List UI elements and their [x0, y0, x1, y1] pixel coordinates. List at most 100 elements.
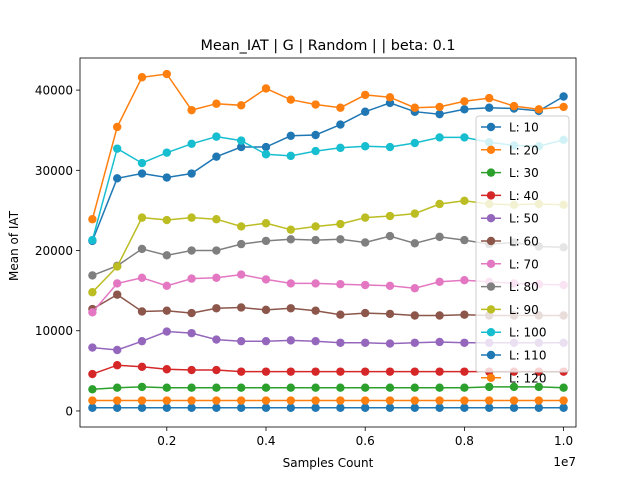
- data-point: [509, 403, 519, 412]
- data-point: [261, 403, 271, 412]
- data-point: [162, 173, 171, 182]
- data-point: [559, 396, 568, 405]
- data-point: [212, 335, 221, 344]
- data-point: [460, 310, 469, 319]
- legend: L: 10 L: 20 L: 30 L: 40 L: 50 L: 60 L: 70 L: 80…: [475, 115, 570, 385]
- data-point: [88, 403, 97, 412]
- data-point: [460, 338, 469, 347]
- y-tick-label: 10000: [35, 324, 73, 338]
- data-point: [336, 103, 345, 112]
- data-point: [361, 396, 370, 405]
- data-point: [485, 396, 494, 405]
- data-point: [361, 238, 370, 247]
- legend-marker: [486, 282, 496, 291]
- data-point: [286, 279, 295, 288]
- data-point: [410, 311, 419, 320]
- data-point: [137, 158, 147, 168]
- legend-label: L: 100: [509, 326, 546, 340]
- legend-marker: [486, 259, 496, 268]
- data-point: [212, 365, 221, 375]
- legend-label: L: 50: [509, 212, 539, 226]
- data-point: [261, 150, 271, 159]
- data-point: [162, 148, 171, 157]
- data-point: [311, 235, 320, 245]
- data-point: [460, 97, 469, 106]
- data-point: [361, 308, 370, 318]
- data-point: [336, 280, 345, 289]
- data-point: [162, 327, 171, 336]
- legend-label: L: 30: [509, 166, 539, 180]
- legend-label: L: 70: [509, 257, 539, 271]
- x-tick-label: 0.2: [157, 434, 176, 448]
- data-point: [187, 213, 196, 222]
- series-3: [88, 382, 568, 394]
- x-tick-label: 0.4: [256, 434, 275, 448]
- legend-marker: [486, 122, 496, 132]
- data-point: [361, 403, 370, 412]
- x-tick-label: 0.8: [455, 434, 474, 448]
- data-point: [435, 337, 444, 347]
- data-point: [187, 274, 196, 283]
- data-point: [187, 365, 196, 375]
- data-point: [385, 281, 395, 291]
- data-point: [336, 120, 345, 129]
- data-point: [237, 383, 246, 392]
- data-point: [137, 169, 147, 178]
- data-point: [162, 383, 171, 392]
- data-point: [237, 336, 246, 346]
- data-point: [485, 103, 494, 112]
- data-point: [187, 328, 196, 338]
- data-point: [460, 383, 469, 392]
- data-point: [410, 338, 419, 347]
- data-point: [212, 304, 221, 313]
- legend-marker: [486, 191, 496, 200]
- data-point: [361, 338, 370, 347]
- data-point: [137, 73, 147, 82]
- data-point: [311, 100, 320, 109]
- data-point: [212, 403, 221, 412]
- legend-marker: [486, 305, 496, 314]
- data-point: [361, 367, 370, 376]
- data-point: [113, 345, 122, 355]
- legend-label: L: 110: [509, 349, 546, 363]
- data-point: [435, 232, 444, 242]
- x-axis-offset-label: 1e7: [553, 455, 576, 469]
- data-point: [88, 343, 97, 352]
- data-point: [137, 403, 147, 412]
- data-point: [137, 382, 147, 392]
- data-point: [311, 279, 320, 288]
- data-point: [286, 95, 295, 104]
- data-point: [311, 222, 320, 231]
- data-point: [237, 396, 246, 405]
- data-point: [113, 403, 122, 412]
- data-point: [162, 306, 171, 315]
- data-point: [460, 367, 469, 376]
- data-point: [113, 262, 122, 271]
- data-point: [212, 99, 221, 108]
- data-point: [534, 105, 543, 114]
- data-point: [162, 281, 171, 291]
- data-point: [361, 142, 370, 151]
- data-point: [559, 92, 568, 101]
- data-point: [187, 169, 196, 178]
- series-2: [88, 69, 568, 224]
- data-point: [212, 152, 221, 161]
- data-point: [237, 270, 246, 279]
- data-point: [385, 367, 395, 376]
- data-point: [212, 396, 221, 405]
- data-point: [137, 307, 147, 316]
- data-point: [460, 105, 469, 114]
- data-point: [336, 310, 345, 319]
- data-point: [311, 396, 320, 405]
- chart-title: Mean_IAT | G | Random | | beta: 0.1: [200, 38, 455, 54]
- data-point: [261, 142, 271, 152]
- data-point: [361, 280, 370, 290]
- data-point: [286, 131, 295, 141]
- data-point: [509, 101, 519, 111]
- data-point: [212, 215, 221, 224]
- data-point: [286, 151, 295, 161]
- data-point: [435, 367, 444, 376]
- data-point: [187, 105, 196, 115]
- data-point: [311, 383, 320, 392]
- data-point: [435, 383, 444, 392]
